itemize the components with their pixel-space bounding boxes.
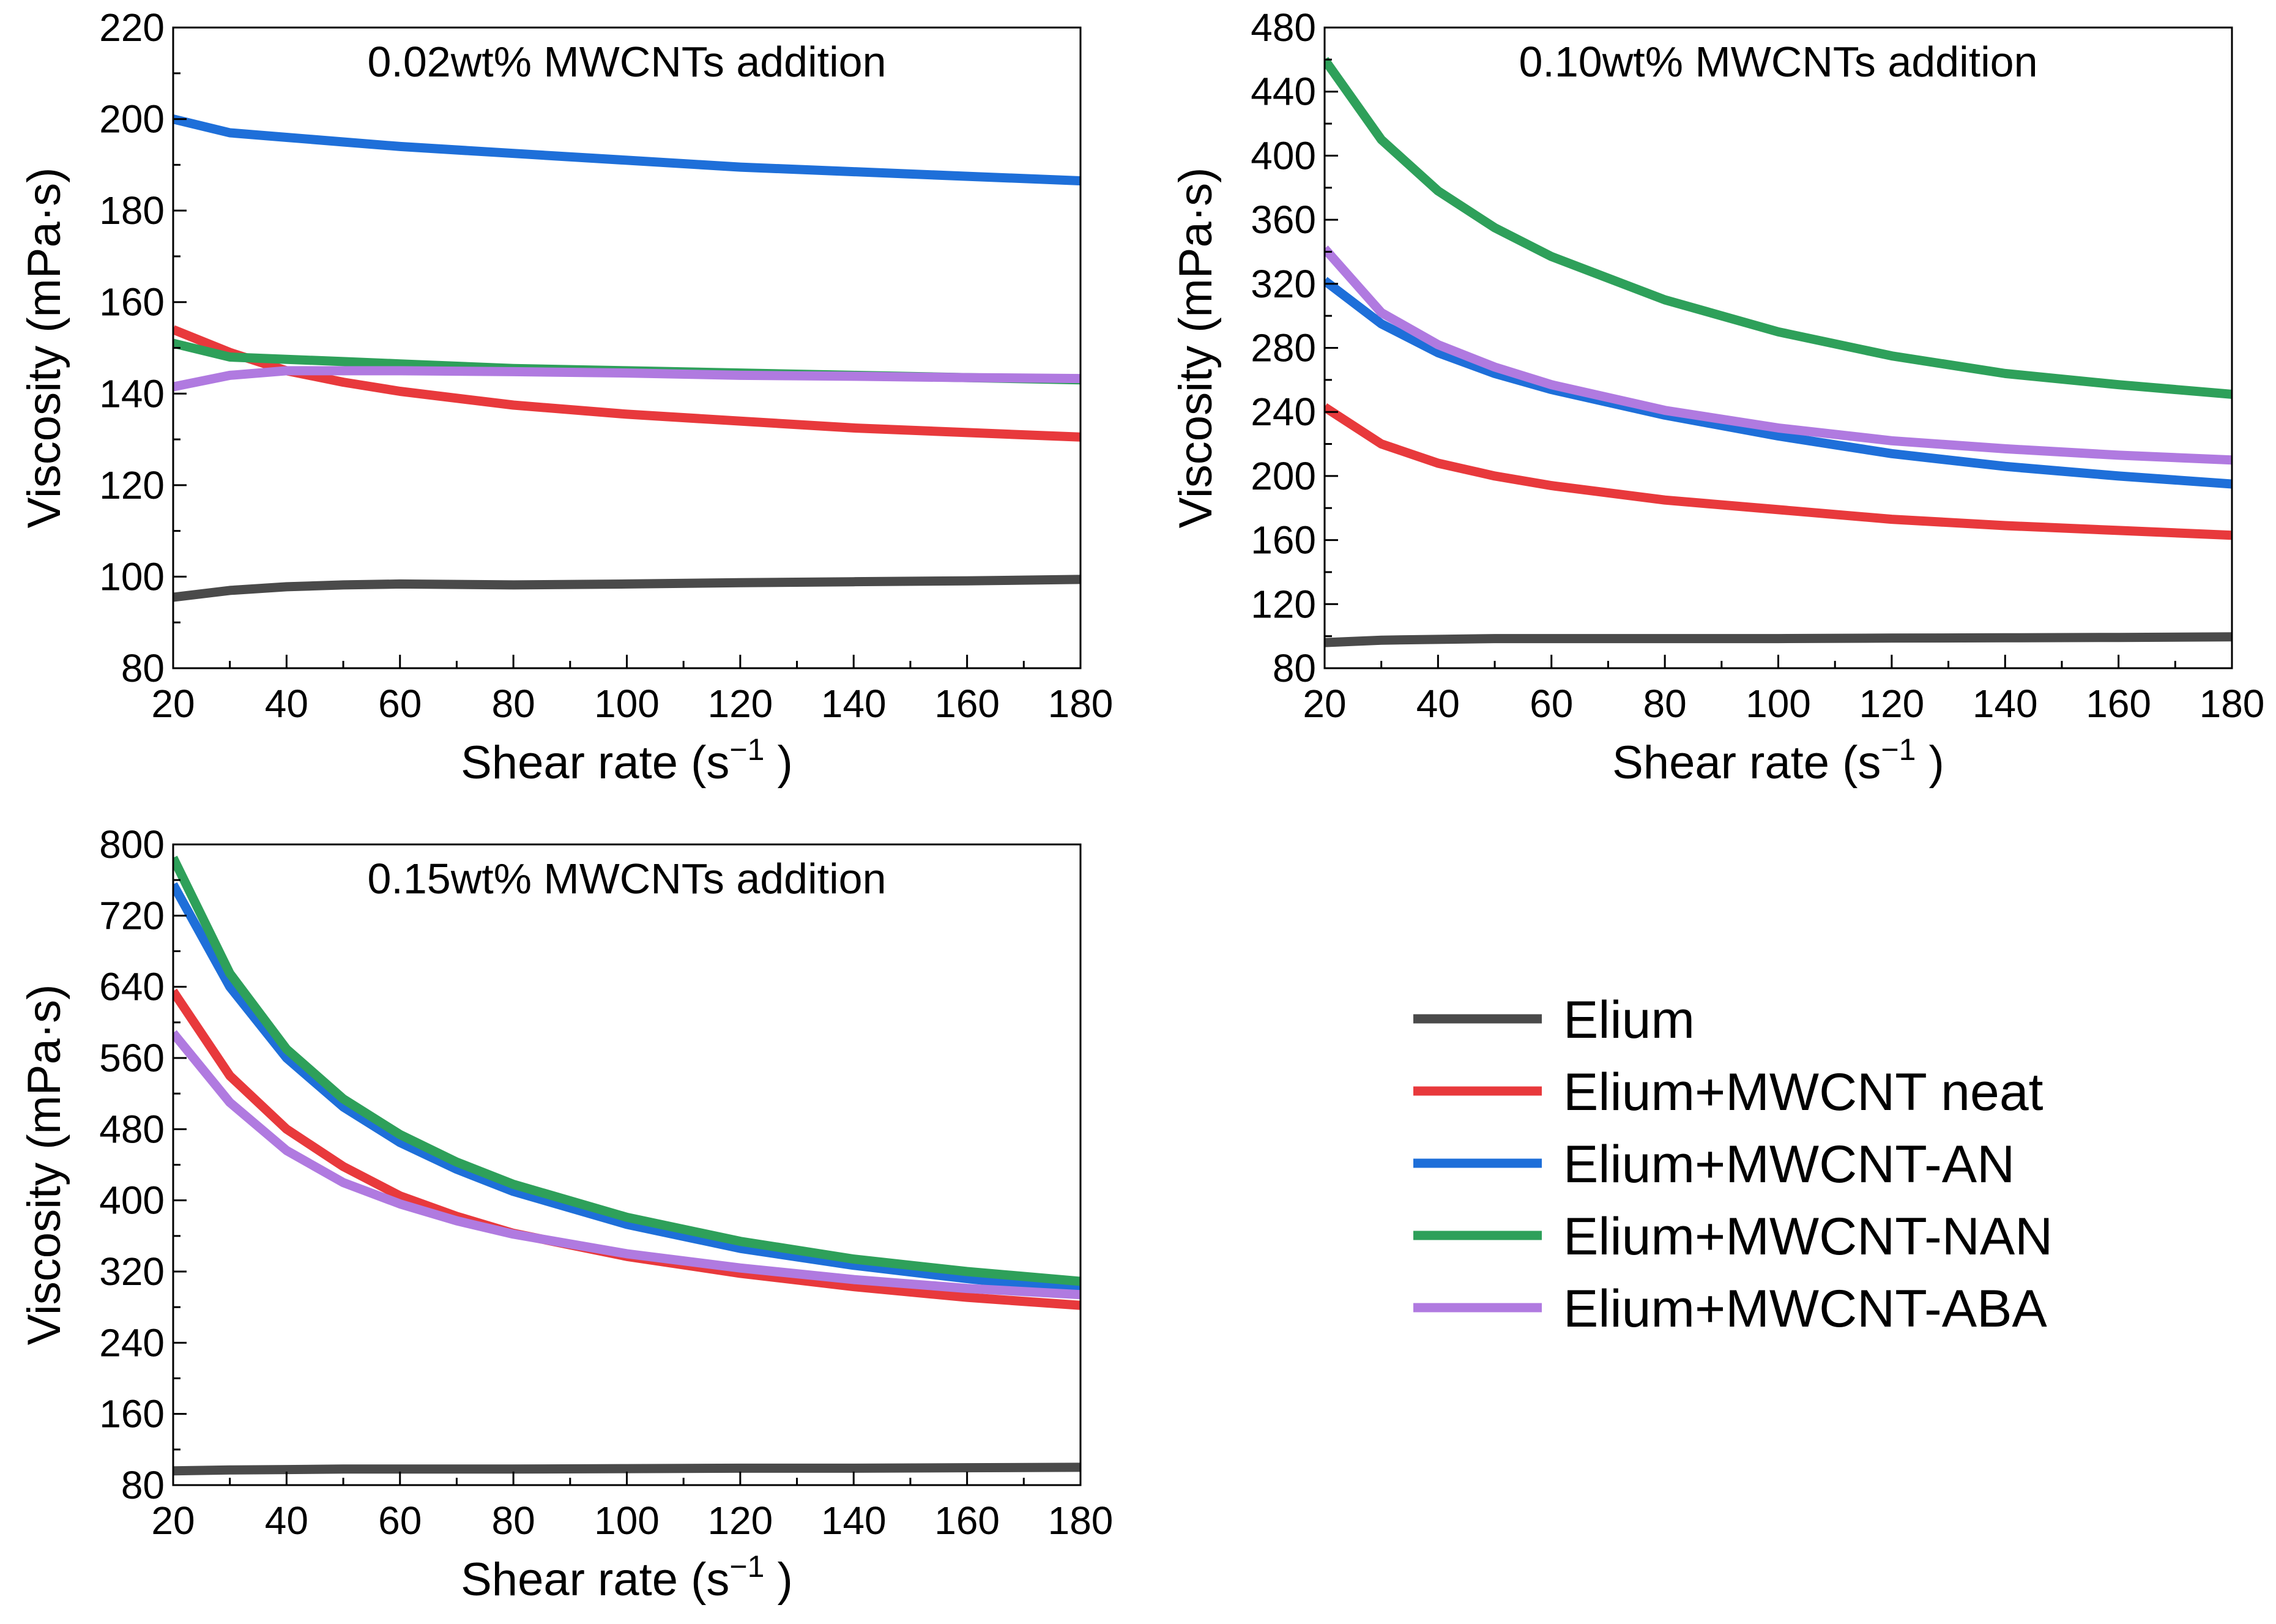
legend-label-elium: Elium	[1563, 991, 1695, 1049]
x-tick-label: 140	[821, 682, 887, 726]
series-line-elium-mwcnt-an	[1325, 277, 2232, 489]
x-tick-label: 140	[821, 1499, 887, 1543]
x-tick-label: 100	[1746, 682, 1811, 726]
y-tick-label: 80	[121, 1463, 165, 1507]
x-tick-label: 100	[594, 682, 660, 726]
x-tick-label: 20	[151, 682, 195, 726]
y-tick-label: 80	[121, 646, 165, 690]
x-tick-label: 180	[2200, 682, 2265, 726]
x-tick-label: 140	[1973, 682, 2038, 726]
legend-label-elium-mwcnt-neat: Elium+MWCNT neat	[1563, 1063, 2044, 1122]
legend-label-elium-mwcnt-aba: Elium+MWCNT-ABA	[1563, 1279, 2047, 1338]
series-line-elium-mwcnt-neat	[1325, 403, 2232, 540]
x-tick-label: 40	[1416, 682, 1460, 726]
y-tick-label: 160	[1251, 518, 1316, 562]
y-tick-label: 100	[99, 554, 165, 598]
y-tick-label: 120	[99, 463, 165, 507]
y-tick-label: 320	[99, 1250, 165, 1294]
chart-panel-3: 20 40 60 80 100 120 140 160 180 80 160 240 320 400 480…	[18, 822, 1113, 1606]
x-tick-label: 120	[707, 1499, 773, 1543]
plot-frame	[1323, 26, 2233, 669]
y-tick-label: 240	[99, 1320, 165, 1365]
series-group	[173, 114, 1080, 602]
x-axis-title: Shear rate (s−1 )	[461, 1549, 793, 1606]
series-line-elium-mwcnt-aba	[1325, 245, 2232, 465]
series-line-elium-mwcnt-an	[173, 882, 1080, 1295]
chart-panel-2: 20 40 60 80 100 120 140 160 180 80 120 160 200 240 280…	[1170, 6, 2264, 789]
y-tick-label: 320	[1251, 262, 1316, 306]
x-tick-label: 20	[1303, 682, 1346, 726]
chart-panel-1: 20 40 60 80 100 120 140 160 180 80 100 120 140 160 180…	[18, 6, 1113, 789]
y-tick-label: 640	[99, 965, 165, 1009]
y-tick-label: 180	[99, 188, 165, 233]
legend: Elium Elium+MWCNT neat Elium+MWCNT-AN Elium…	[1413, 991, 2053, 1338]
x-tick-label: 120	[1859, 682, 1924, 726]
y-tick-label: 480	[1251, 6, 1316, 50]
x-tick-label: 80	[492, 682, 535, 726]
series-line-elium-mwcnt-nan	[173, 855, 1080, 1286]
x-axis-title: Shear rate (s−1 )	[1612, 732, 1944, 789]
x-tick-label: 60	[1530, 682, 1573, 726]
x-tick-label: 20	[151, 1499, 195, 1543]
x-tick-label: 180	[1048, 1499, 1114, 1543]
y-tick-label: 400	[99, 1179, 165, 1223]
x-tick-label: 80	[1643, 682, 1687, 726]
x-tick-label: 120	[707, 682, 773, 726]
x-tick-label: 40	[265, 682, 308, 726]
y-tick-label: 480	[99, 1107, 165, 1151]
series-group	[1325, 57, 2232, 647]
y-tick-label: 120	[1251, 582, 1316, 626]
y-tick-label: 720	[99, 893, 165, 937]
series-line-elium	[173, 575, 1080, 602]
series-line-elium-mwcnt-nan	[1325, 57, 2232, 399]
x-tick-label: 160	[934, 1499, 1000, 1543]
y-tick-label: 200	[99, 97, 165, 141]
y-tick-label: 560	[99, 1036, 165, 1080]
y-tick-label: 80	[1273, 646, 1316, 690]
panel-title: 0.02wt% MWCNTs addition	[367, 38, 886, 86]
y-tick-label: 140	[99, 371, 165, 415]
series-group	[173, 855, 1080, 1476]
panel-title: 0.15wt% MWCNTs addition	[367, 855, 886, 903]
y-tick-label: 280	[1251, 326, 1316, 370]
x-tick-label: 80	[492, 1499, 535, 1543]
y-axis-title: Viscosity (mPa·s)	[1170, 168, 1222, 529]
y-tick-label: 200	[1251, 454, 1316, 498]
x-tick-label: 160	[934, 682, 1000, 726]
y-tick-label: 160	[99, 1392, 165, 1436]
x-tick-label: 100	[594, 1499, 660, 1543]
y-tick-label: 800	[99, 822, 165, 866]
series-line-elium-mwcnt-neat	[173, 325, 1080, 442]
x-tick-label: 160	[2086, 682, 2151, 726]
x-tick-label: 60	[378, 1499, 422, 1543]
series-line-elium	[1325, 632, 2232, 647]
y-tick-label: 440	[1251, 70, 1316, 114]
y-tick-label: 220	[99, 6, 165, 50]
x-tick-label: 60	[378, 682, 422, 726]
series-line-elium-mwcnt-aba	[173, 366, 1080, 392]
series-line-elium-mwcnt-aba	[173, 1030, 1080, 1300]
legend-label-elium-mwcnt-nan: Elium+MWCNT-NAN	[1563, 1207, 2053, 1266]
series-line-elium-mwcnt-an	[173, 114, 1080, 185]
x-axis-title: Shear rate (s−1 )	[461, 732, 793, 789]
panel-title: 0.10wt% MWCNTs addition	[1519, 38, 2037, 86]
y-tick-label: 240	[1251, 390, 1316, 434]
x-tick-label: 180	[1048, 682, 1114, 726]
legend-label-elium-mwcnt-an: Elium+MWCNT-AN	[1563, 1135, 2015, 1194]
y-axis-title: Viscosity (mPa·s)	[18, 985, 70, 1346]
y-tick-label: 400	[1251, 133, 1316, 177]
x-tick-label: 40	[265, 1499, 308, 1543]
y-tick-label: 360	[1251, 198, 1316, 242]
plot-frame	[172, 26, 1082, 669]
y-axis-title: Viscosity (mPa·s)	[18, 168, 70, 529]
series-line-elium	[173, 1462, 1080, 1476]
y-tick-label: 160	[99, 280, 165, 324]
